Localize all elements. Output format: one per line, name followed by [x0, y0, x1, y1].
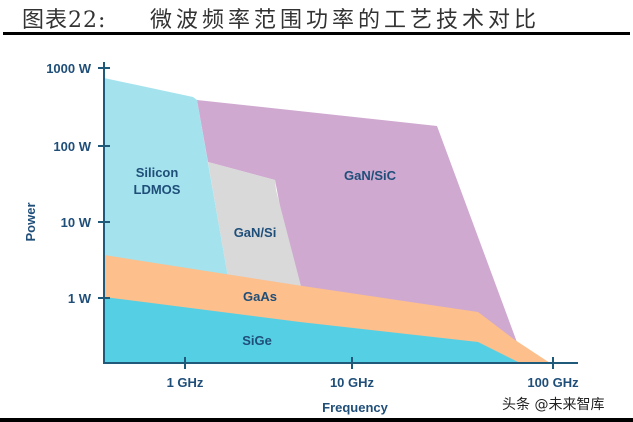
x-ticks [184, 357, 554, 369]
y-ticks [98, 67, 110, 299]
figure-title: 微波频率范围功率的工艺技术对比 [150, 8, 541, 33]
y-tick-label: 1000 W [46, 61, 92, 76]
figure-number: 图表22: [22, 8, 107, 33]
x-axis-title: Frequency [322, 400, 389, 415]
top-rule [3, 32, 630, 35]
figure-header: 图表22: 微波频率范围功率的工艺技术对比 [0, 0, 633, 33]
bottom-rule [0, 418, 633, 422]
y-axis-title: Power [23, 202, 38, 241]
label-ldmos: LDMOS [134, 182, 181, 197]
label-gan-si: GaN/Si [234, 225, 277, 240]
y-tick-label: 100 W [53, 139, 91, 154]
label-gaas: GaAs [243, 289, 277, 304]
y-tick-label: 10 W [61, 215, 92, 230]
region-sige [104, 297, 520, 363]
label-gan-sic: GaN/SiC [344, 168, 397, 183]
region-silicon-ldmos [104, 78, 232, 300]
region-gan-sic [197, 100, 518, 345]
y-tick-label: 1 W [68, 291, 92, 306]
region-gan-si [208, 162, 302, 300]
watermark: 头条 @未来智库 [502, 397, 605, 413]
label-sige: SiGe [242, 333, 272, 348]
label-silicon: Silicon [136, 165, 179, 180]
x-tick-label: 100 GHz [527, 375, 579, 390]
x-tick-label: 10 GHz [330, 375, 375, 390]
x-tick-label: 1 GHz [167, 375, 204, 390]
